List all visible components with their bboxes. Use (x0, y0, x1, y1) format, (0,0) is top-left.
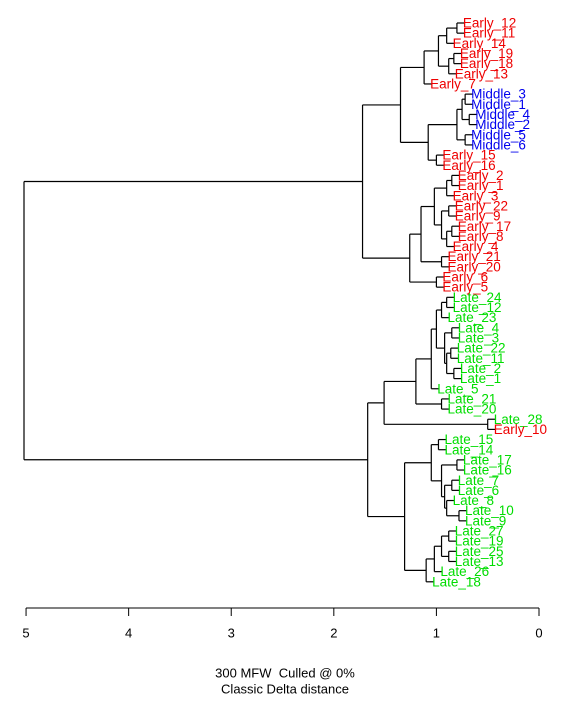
leaf-label: Early_22 (455, 198, 508, 213)
leaf-label: Late_6 (458, 483, 499, 498)
x-tick-label: 3 (228, 625, 235, 640)
leaf-label: Early_18 (460, 56, 513, 71)
x-tick-label: 4 (125, 625, 132, 640)
leaf-label: Middle_6 (471, 137, 526, 152)
leaf-label: Early_1 (458, 178, 504, 193)
leaf-label: Late_19 (455, 534, 504, 549)
leaf-label: Early_12 (463, 16, 516, 31)
leaf-label: Late_27 (455, 524, 504, 539)
leaf-label: Late_28 (494, 412, 543, 427)
x-tick-label: 1 (433, 625, 440, 640)
leaf-label: Middle_3 (471, 87, 526, 102)
chart-title: 300 MFW Culled @ 0% (215, 665, 355, 680)
leaf-label: Early_6 (442, 270, 488, 285)
leaf-label: Late_15 (444, 432, 493, 447)
x-tick-label: 2 (330, 625, 337, 640)
leaf-label: Middle_4 (475, 107, 530, 122)
leaf-label: Early_17 (458, 219, 511, 234)
leaf-label: Late_13 (455, 554, 504, 569)
leaf-label: Early_14 (453, 36, 507, 51)
leaf-label: Early_13 (455, 66, 508, 81)
leaf-label: Late_4 (458, 320, 500, 335)
leaf-label: Late_17 (463, 452, 512, 467)
leaf-label: Early_5 (442, 280, 488, 295)
x-tick-label: 5 (22, 625, 29, 640)
leaf-label: Late_18 (432, 574, 481, 589)
leaf-label: Late_9 (465, 513, 506, 528)
leaf-label: Early_2 (458, 168, 504, 183)
leaf-label: Late_21 (448, 391, 497, 406)
leaf-label: Early_16 (442, 158, 495, 173)
chart-subtitle: Classic Delta distance (221, 681, 349, 696)
leaf-label: Early_21 (448, 249, 501, 264)
leaf-label: Late_2 (460, 361, 501, 376)
leaf-label: Late_8 (453, 493, 494, 508)
leaf-label: Late_7 (458, 473, 499, 488)
leaf-label: Early_15 (442, 148, 495, 163)
leaf-label: Early_9 (455, 209, 501, 224)
leaf-label: Middle_2 (475, 117, 530, 132)
leaf-label: Late_24 (453, 290, 502, 305)
leaf-label: Late_1 (460, 371, 501, 386)
leaf-label: Late_22 (457, 341, 506, 356)
leaf-label: Early_3 (453, 188, 499, 203)
leaf-label: Late_14 (444, 442, 493, 457)
leaf-label: Late_3 (458, 331, 499, 346)
leaf-label: Middle_5 (471, 127, 526, 142)
leaf-label: Late_26 (440, 564, 489, 579)
leaf-label: Early_20 (448, 259, 501, 274)
leaf-label: Late_5 (437, 381, 478, 396)
leaf-label: Middle_1 (471, 97, 526, 112)
leaf-label: Late_11 (457, 351, 505, 366)
leaf-label: Late_12 (453, 300, 502, 315)
leaf-label: Late_16 (463, 463, 512, 478)
x-tick-label: 0 (535, 625, 542, 640)
leaf-label: Late_10 (465, 503, 514, 518)
leaf-label: Late_23 (448, 310, 497, 325)
leaf-label: Early_10 (494, 422, 547, 437)
leaf-label: Early_8 (458, 229, 504, 244)
leaf-label: Early_11 (463, 26, 515, 41)
leaf-label: Early_19 (460, 46, 513, 61)
leaf-label: Early_4 (453, 239, 499, 254)
leaf-label: Late_25 (455, 544, 504, 559)
leaf-label: Early_7 (430, 77, 476, 92)
leaf-label: Late_20 (448, 402, 497, 417)
